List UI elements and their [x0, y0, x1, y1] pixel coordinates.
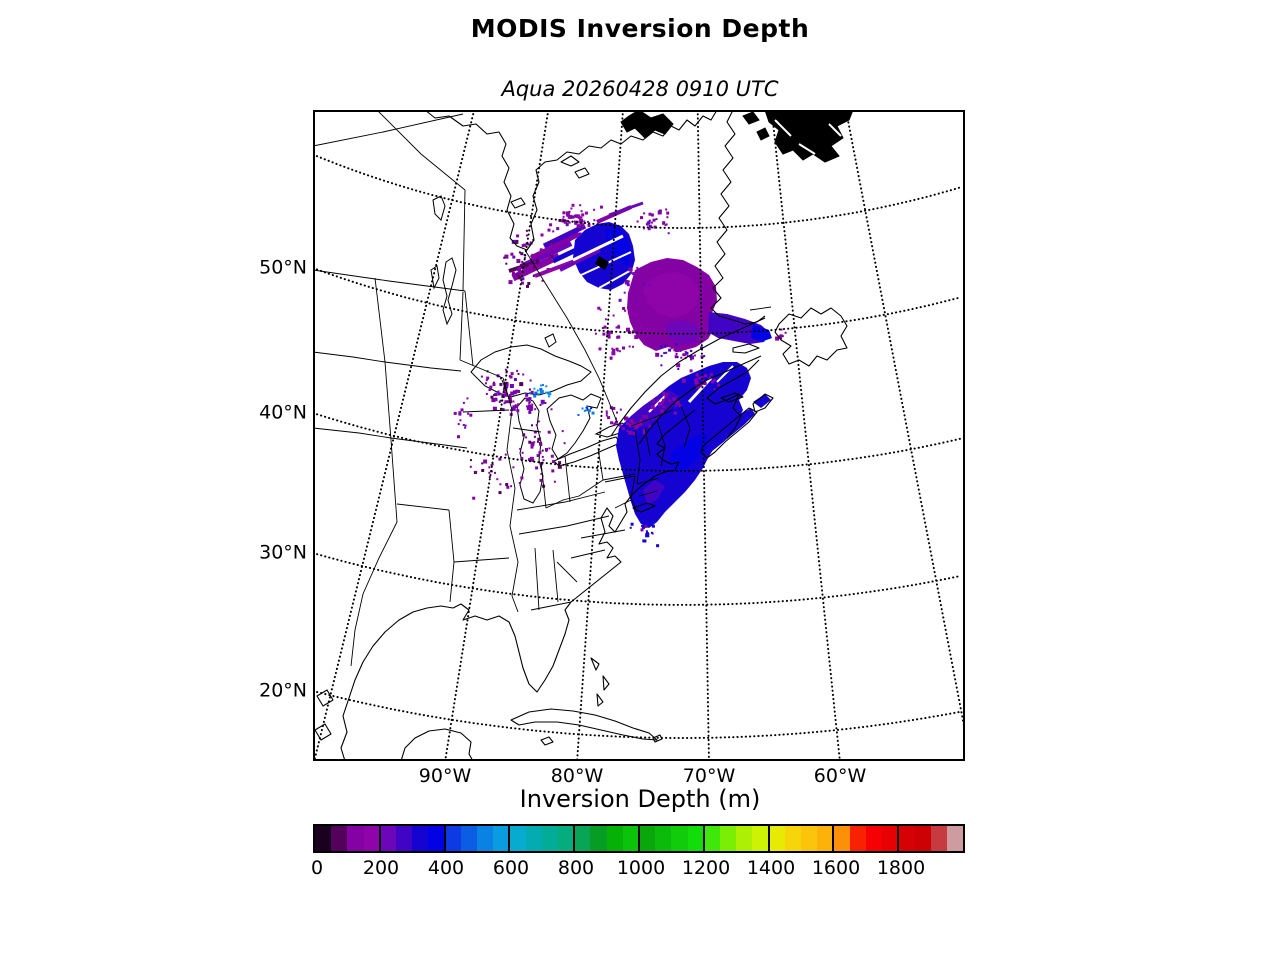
colorbar-segment — [833, 826, 850, 851]
colorbar-tick-mark — [767, 826, 770, 851]
lon-tick-label-90w: 90°W — [418, 765, 472, 787]
colorbar-tick-label: 400 — [427, 857, 465, 879]
colorbar-segment — [784, 826, 802, 851]
map-plot — [313, 110, 965, 761]
colorbar-segment — [460, 826, 478, 851]
colorbar-tick-label: 800 — [557, 857, 595, 879]
colorbar-segment — [639, 826, 656, 851]
colorbar-segment — [914, 826, 931, 851]
colorbar-segment — [622, 826, 640, 851]
colorbar-segment — [477, 826, 494, 851]
colorbar-segment — [898, 826, 915, 851]
colorbar-segment — [558, 826, 575, 851]
colorbar-segment — [606, 826, 623, 851]
colorbar-segment — [703, 826, 721, 851]
colorbar-label: Inversion Depth (m) — [519, 785, 761, 813]
colorbar-tick-label: 1400 — [746, 857, 796, 879]
colorbar-segment — [720, 826, 737, 851]
colorbar-segment — [412, 826, 429, 851]
map-frame — [313, 110, 965, 761]
colorbar-tick-label: 1000 — [616, 857, 666, 879]
lon-tick-label-60w: 60°W — [813, 765, 867, 787]
colorbar-segment — [509, 826, 526, 851]
colorbar-segment — [930, 826, 947, 851]
colorbar-segment — [768, 826, 785, 851]
colorbar-segment — [347, 826, 364, 851]
colorbar-segment — [444, 826, 461, 851]
colorbar-segment — [541, 826, 559, 851]
colorbar-tick-label: 0 — [310, 857, 324, 879]
colorbar-segment — [752, 826, 769, 851]
lon-tick-label-70w: 70°W — [682, 765, 736, 787]
colorbar-tick-mark — [443, 826, 446, 851]
colorbar-segment — [946, 826, 964, 851]
colorbar-segment — [865, 826, 883, 851]
colorbar-tick-label: 600 — [492, 857, 530, 879]
colorbar-segment — [801, 826, 818, 851]
colorbar-segment — [882, 826, 899, 851]
colorbar-segment — [736, 826, 753, 851]
colorbar-segment — [315, 826, 332, 851]
figure-title: MODIS Inversion Depth — [470, 14, 810, 43]
graticule — [313, 110, 965, 761]
colorbar-segment — [687, 826, 704, 851]
colorbar-tick-mark — [702, 826, 705, 851]
coastlines — [313, 110, 854, 761]
colorbar-segment — [655, 826, 672, 851]
colorbar-segment — [817, 826, 834, 851]
colorbar-segment — [363, 826, 380, 851]
lat-tick-label-50n: 50°N — [259, 256, 307, 279]
colorbar-tick-mark — [378, 826, 381, 851]
colorbar-tick-label: 200 — [362, 857, 400, 879]
colorbar-tick-mark — [897, 826, 900, 851]
colorbar-segment — [849, 826, 866, 851]
colorbar-segment — [671, 826, 688, 851]
colorbar-segment — [590, 826, 607, 851]
figure-subtitle: Aqua 20260428 0910 UTC — [501, 77, 779, 101]
colorbar-tick-label: 1800 — [876, 857, 926, 879]
colorbar-tick-mark — [508, 826, 511, 851]
colorbar-segment — [574, 826, 591, 851]
colorbar-segment — [379, 826, 397, 851]
colorbar-segment — [493, 826, 510, 851]
colorbar-tick-mark — [573, 826, 576, 851]
lon-tick-label-80w: 80°W — [550, 765, 604, 787]
lat-tick-label-40n: 40°N — [259, 401, 307, 424]
colorbar-tick-label: 1200 — [681, 857, 731, 879]
colorbar-tick-mark — [638, 826, 640, 851]
colorbar-segment — [331, 826, 348, 851]
colorbar-tick-mark — [832, 826, 835, 851]
colorbar — [313, 824, 965, 853]
colorbar-segment — [525, 826, 542, 851]
map-canvas — [313, 110, 965, 761]
lat-tick-label-30n: 30°N — [259, 541, 307, 564]
lat-tick-label-20n: 20°N — [259, 679, 307, 702]
colorbar-tick-label: 1600 — [811, 857, 861, 879]
colorbar-segment — [428, 826, 445, 851]
colorbar-segment — [396, 826, 413, 851]
